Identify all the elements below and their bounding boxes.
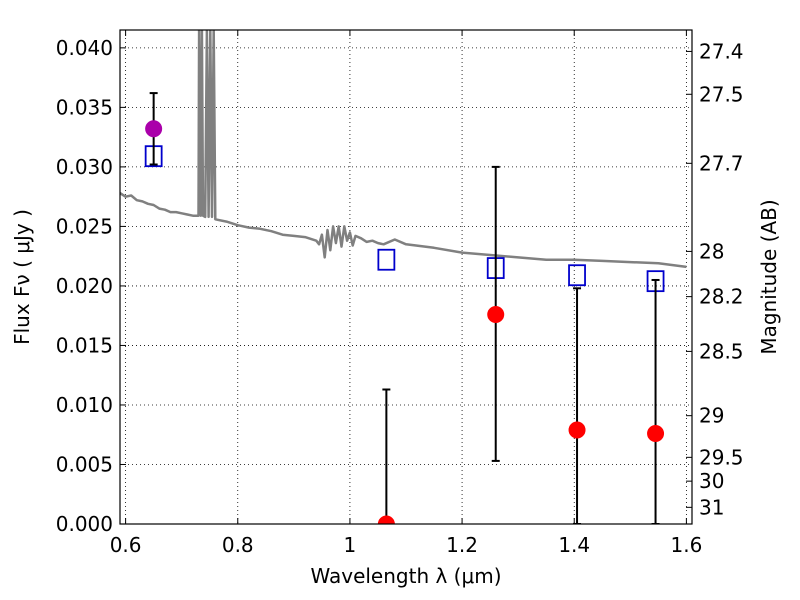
y-tick-label: 0.000 — [56, 512, 113, 536]
observed-flux-point — [568, 421, 586, 439]
magnitude-tick-label: 28 — [699, 239, 724, 263]
magnitude-tick-label: 31 — [699, 495, 724, 519]
magnitude-tick-label: 29 — [699, 404, 724, 428]
magnitude-tick-label: 27.7 — [699, 151, 744, 175]
y-tick-label: 0.015 — [56, 333, 113, 357]
y-tick-label: 0.030 — [56, 155, 113, 179]
plot-content — [120, 30, 687, 524]
x-tick-label: 1 — [344, 533, 357, 557]
template-spectrum-line — [120, 30, 687, 269]
magnitude-tick-label: 27.4 — [699, 39, 744, 63]
y-tick-label: 0.040 — [56, 36, 113, 60]
observed-flux-point — [487, 305, 505, 323]
y-tick-label: 0.005 — [56, 452, 113, 476]
magnitude-tick-label: 29.5 — [699, 445, 744, 469]
x-tick-label: 1.4 — [558, 533, 590, 557]
model-flux-square — [377, 248, 396, 271]
x-tick-label: 0.6 — [110, 533, 142, 557]
observed-flux-point — [377, 515, 395, 524]
magnitude-tick-label: 27.5 — [699, 82, 744, 106]
x-tick-label: 1.6 — [670, 533, 702, 557]
y-axis: 0.000 0.005 0.010 0.015 0.020 0.025 0.030 0.035… — [56, 36, 126, 536]
y-tick-label: 0.020 — [56, 274, 113, 298]
x-tick-label: 0.8 — [222, 533, 254, 557]
magnitude-axis-title: Magnitude (AB) — [757, 199, 781, 354]
y-tick-label: 0.035 — [56, 95, 113, 119]
x-axis-title: Wavelength λ (μm) — [310, 564, 501, 588]
x-axis: 0.6 0.8 1 1.2 1.4 1.6 — [110, 30, 702, 557]
y-axis-title: Flux Fν ( μJy ) — [10, 209, 34, 345]
x-tick-label: 1.2 — [446, 533, 478, 557]
observed-flux-point — [145, 120, 163, 138]
y-tick-label: 0.010 — [56, 393, 113, 417]
observed-flux-point — [647, 425, 665, 443]
plot-frame — [119, 29, 693, 525]
model-flux-square — [568, 264, 586, 287]
magnitude-tick-label: 28.5 — [699, 339, 744, 363]
magnitude-tick-label: 28.2 — [699, 285, 744, 309]
y-tick-label: 0.025 — [56, 214, 113, 238]
magnitude-tick-label: 30 — [699, 469, 724, 493]
